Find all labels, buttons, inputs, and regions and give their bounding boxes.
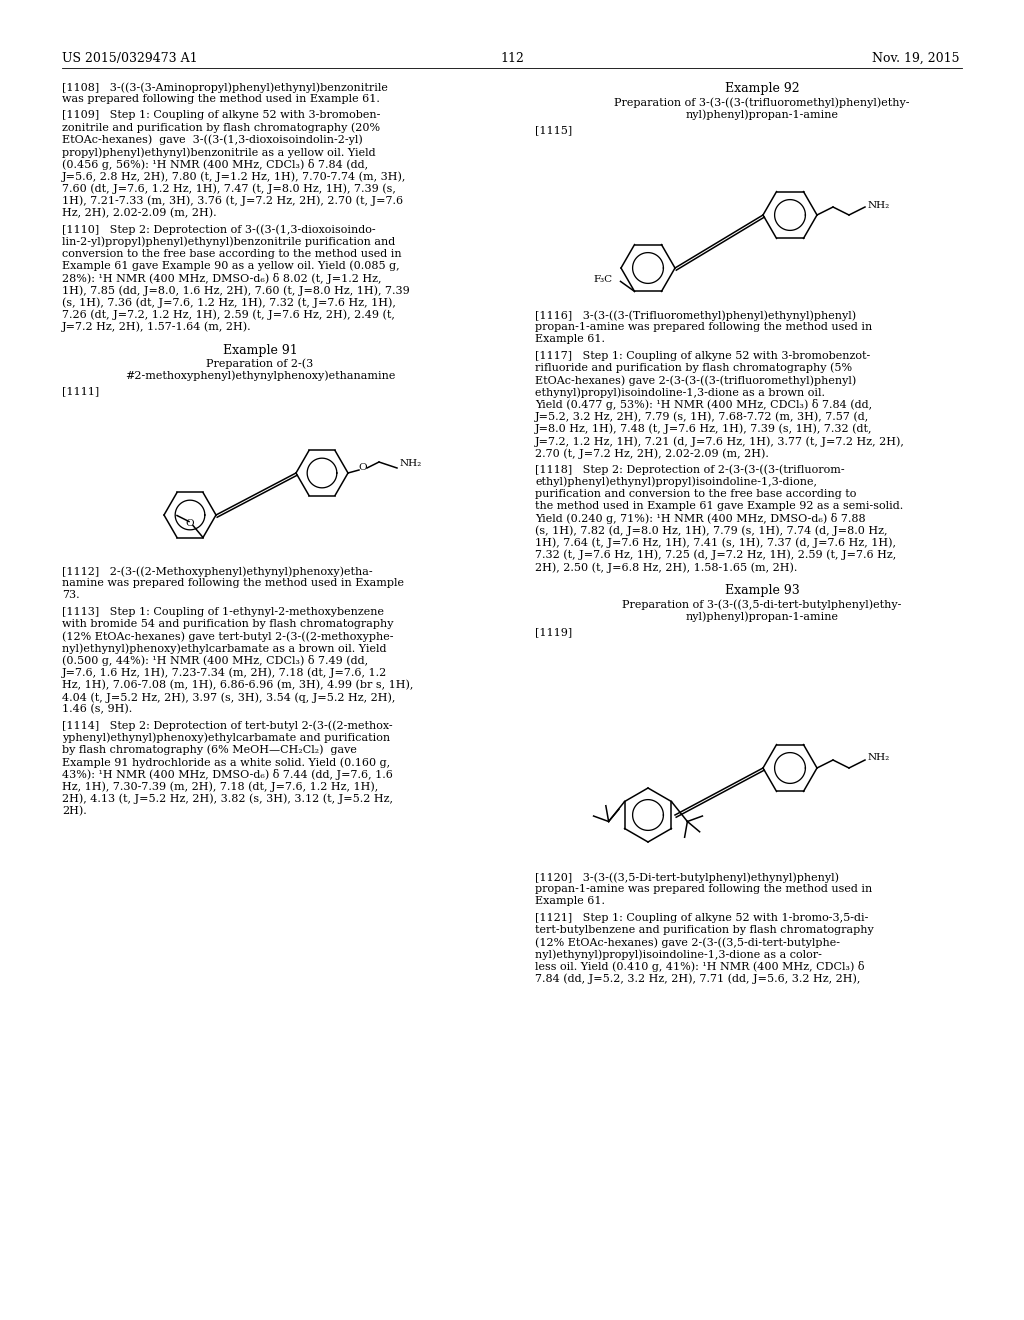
- Text: US 2015/0329473 A1: US 2015/0329473 A1: [62, 51, 198, 65]
- Text: [1108]   3-((3-(3-Aminopropyl)phenyl)ethynyl)benzonitrile: [1108] 3-((3-(3-Aminopropyl)phenyl)ethyn…: [62, 82, 388, 92]
- Text: (0.500 g, 44%): ¹H NMR (400 MHz, CDCl₃) δ 7.49 (dd,: (0.500 g, 44%): ¹H NMR (400 MHz, CDCl₃) …: [62, 656, 368, 667]
- Text: the method used in Example 61 gave Example 92 as a semi-solid.: the method used in Example 61 gave Examp…: [535, 502, 903, 511]
- Text: [1109]   Step 1: Coupling of alkyne 52 with 3-bromoben-: [1109] Step 1: Coupling of alkyne 52 wit…: [62, 111, 380, 120]
- Text: J=7.2, 1.2 Hz, 1H), 7.21 (d, J=7.6 Hz, 1H), 3.77 (t, J=7.2 Hz, 2H),: J=7.2, 1.2 Hz, 1H), 7.21 (d, J=7.6 Hz, 1…: [535, 436, 905, 446]
- Text: #2-methoxyphenyl)ethynylphenoxy)ethanamine: #2-methoxyphenyl)ethynylphenoxy)ethanami…: [125, 370, 395, 380]
- Text: Hz, 2H), 2.02-2.09 (m, 2H).: Hz, 2H), 2.02-2.09 (m, 2H).: [62, 209, 217, 218]
- Text: Hz, 1H), 7.30-7.39 (m, 2H), 7.18 (dt, J=7.6, 1.2 Hz, 1H),: Hz, 1H), 7.30-7.39 (m, 2H), 7.18 (dt, J=…: [62, 781, 378, 792]
- Text: ethyl)phenyl)ethynyl)propyl)isoindoline-1,3-dione,: ethyl)phenyl)ethynyl)propyl)isoindoline-…: [535, 477, 817, 487]
- Text: Preparation of 3-(3-((3,5-di-tert-butylphenyl)ethy-: Preparation of 3-(3-((3,5-di-tert-butylp…: [623, 599, 902, 610]
- Text: (s, 1H), 7.36 (dt, J=7.6, 1.2 Hz, 1H), 7.32 (t, J=7.6 Hz, 1H),: (s, 1H), 7.36 (dt, J=7.6, 1.2 Hz, 1H), 7…: [62, 297, 396, 308]
- Text: 2H), 2.50 (t, J=6.8 Hz, 2H), 1.58-1.65 (m, 2H).: 2H), 2.50 (t, J=6.8 Hz, 2H), 1.58-1.65 (…: [535, 562, 798, 573]
- Text: EtOAc-hexanes) gave 2-(3-(3-((3-(trifluoromethyl)phenyl): EtOAc-hexanes) gave 2-(3-(3-((3-(trifluo…: [535, 375, 856, 385]
- Text: nyl)phenyl)propan-1-amine: nyl)phenyl)propan-1-amine: [685, 110, 839, 120]
- Text: 2H).: 2H).: [62, 805, 87, 816]
- Text: 28%): ¹H NMR (400 MHz, DMSO-d₆) δ 8.02 (t, J=1.2 Hz,: 28%): ¹H NMR (400 MHz, DMSO-d₆) δ 8.02 (…: [62, 273, 382, 284]
- Text: Example 91: Example 91: [222, 345, 297, 356]
- Text: EtOAc-hexanes)  gave  3-((3-(1,3-dioxoisoindolin-2-yl): EtOAc-hexanes) gave 3-((3-(1,3-dioxoisoi…: [62, 135, 362, 145]
- Text: [1121]   Step 1: Coupling of alkyne 52 with 1-bromo-3,5-di-: [1121] Step 1: Coupling of alkyne 52 wit…: [535, 912, 868, 923]
- Text: 7.32 (t, J=7.6 Hz, 1H), 7.25 (d, J=7.2 Hz, 1H), 2.59 (t, J=7.6 Hz,: 7.32 (t, J=7.6 Hz, 1H), 7.25 (d, J=7.2 H…: [535, 550, 896, 561]
- Text: 7.26 (dt, J=7.2, 1.2 Hz, 1H), 2.59 (t, J=7.6 Hz, 2H), 2.49 (t,: 7.26 (dt, J=7.2, 1.2 Hz, 1H), 2.59 (t, J…: [62, 310, 395, 321]
- Text: [1112]   2-(3-((2-Methoxyphenyl)ethynyl)phenoxy)etha-: [1112] 2-(3-((2-Methoxyphenyl)ethynyl)ph…: [62, 566, 373, 577]
- Text: J=8.0 Hz, 1H), 7.48 (t, J=7.6 Hz, 1H), 7.39 (s, 1H), 7.32 (dt,: J=8.0 Hz, 1H), 7.48 (t, J=7.6 Hz, 1H), 7…: [535, 424, 872, 434]
- Text: J=5.2, 3.2 Hz, 2H), 7.79 (s, 1H), 7.68-7.72 (m, 3H), 7.57 (d,: J=5.2, 3.2 Hz, 2H), 7.79 (s, 1H), 7.68-7…: [535, 412, 869, 422]
- Text: [1116]   3-(3-((3-(Trifluoromethyl)phenyl)ethynyl)phenyl): [1116] 3-(3-((3-(Trifluoromethyl)phenyl)…: [535, 310, 856, 321]
- Text: 7.60 (dt, J=7.6, 1.2 Hz, 1H), 7.47 (t, J=8.0 Hz, 1H), 7.39 (s,: 7.60 (dt, J=7.6, 1.2 Hz, 1H), 7.47 (t, J…: [62, 183, 396, 194]
- Text: rifluoride and purification by flash chromatography (5%: rifluoride and purification by flash chr…: [535, 363, 852, 374]
- Text: Example 61.: Example 61.: [535, 334, 605, 345]
- Text: Hz, 1H), 7.06-7.08 (m, 1H), 6.86-6.96 (m, 3H), 4.99 (br s, 1H),: Hz, 1H), 7.06-7.08 (m, 1H), 6.86-6.96 (m…: [62, 680, 414, 690]
- Text: [1120]   3-(3-((3,5-Di-tert-butylphenyl)ethynyl)phenyl): [1120] 3-(3-((3,5-Di-tert-butylphenyl)et…: [535, 873, 839, 883]
- Text: (s, 1H), 7.82 (d, J=8.0 Hz, 1H), 7.79 (s, 1H), 7.74 (d, J=8.0 Hz,: (s, 1H), 7.82 (d, J=8.0 Hz, 1H), 7.79 (s…: [535, 525, 888, 536]
- Text: (0.456 g, 56%): ¹H NMR (400 MHz, CDCl₃) δ 7.84 (dd,: (0.456 g, 56%): ¹H NMR (400 MHz, CDCl₃) …: [62, 160, 368, 170]
- Text: Preparation of 2-(3: Preparation of 2-(3: [207, 358, 313, 368]
- Text: purification and conversion to the free base according to: purification and conversion to the free …: [535, 488, 856, 499]
- Text: [1110]   Step 2: Deprotection of 3-((3-(1,3-dioxoisoindo-: [1110] Step 2: Deprotection of 3-((3-(1,…: [62, 224, 376, 235]
- Text: [1115]: [1115]: [535, 125, 572, 136]
- Text: Yield (0.240 g, 71%): ¹H NMR (400 MHz, DMSO-d₆) δ 7.88: Yield (0.240 g, 71%): ¹H NMR (400 MHz, D…: [535, 513, 865, 524]
- Text: Nov. 19, 2015: Nov. 19, 2015: [872, 51, 961, 65]
- Text: propyl)phenyl)ethynyl)benzonitrile as a yellow oil. Yield: propyl)phenyl)ethynyl)benzonitrile as a …: [62, 147, 376, 157]
- Text: [1117]   Step 1: Coupling of alkyne 52 with 3-bromobenzot-: [1117] Step 1: Coupling of alkyne 52 wit…: [535, 351, 870, 360]
- Text: F₃C: F₃C: [593, 275, 612, 284]
- Text: 1H), 7.85 (dd, J=8.0, 1.6 Hz, 2H), 7.60 (t, J=8.0 Hz, 1H), 7.39: 1H), 7.85 (dd, J=8.0, 1.6 Hz, 2H), 7.60 …: [62, 285, 410, 296]
- Text: (12% EtOAc-hexanes) gave 2-(3-((3,5-di-tert-butylphe-: (12% EtOAc-hexanes) gave 2-(3-((3,5-di-t…: [535, 937, 840, 948]
- Text: O: O: [185, 519, 195, 528]
- Text: [1111]: [1111]: [62, 387, 99, 396]
- Text: NH₂: NH₂: [868, 201, 890, 210]
- Text: nyl)ethynyl)phenoxy)ethylcarbamate as a brown oil. Yield: nyl)ethynyl)phenoxy)ethylcarbamate as a …: [62, 643, 386, 653]
- Text: 73.: 73.: [62, 590, 80, 601]
- Text: conversion to the free base according to the method used in: conversion to the free base according to…: [62, 248, 401, 259]
- Text: NH₂: NH₂: [868, 754, 890, 763]
- Text: 1H), 7.64 (t, J=7.6 Hz, 1H), 7.41 (s, 1H), 7.37 (d, J=7.6 Hz, 1H),: 1H), 7.64 (t, J=7.6 Hz, 1H), 7.41 (s, 1H…: [535, 537, 896, 548]
- Text: [1118]   Step 2: Deprotection of 2-(3-(3-((3-(trifluorom-: [1118] Step 2: Deprotection of 2-(3-(3-(…: [535, 465, 845, 475]
- Text: Example 92: Example 92: [725, 82, 800, 95]
- Text: Example 61.: Example 61.: [535, 896, 605, 907]
- Text: propan-1-amine was prepared following the method used in: propan-1-amine was prepared following th…: [535, 322, 872, 333]
- Text: 7.84 (dd, J=5.2, 3.2 Hz, 2H), 7.71 (dd, J=5.6, 3.2 Hz, 2H),: 7.84 (dd, J=5.2, 3.2 Hz, 2H), 7.71 (dd, …: [535, 974, 860, 985]
- Text: 2.70 (t, J=7.2 Hz, 2H), 2.02-2.09 (m, 2H).: 2.70 (t, J=7.2 Hz, 2H), 2.02-2.09 (m, 2H…: [535, 449, 769, 459]
- Text: J=7.6, 1.6 Hz, 1H), 7.23-7.34 (m, 2H), 7.18 (dt, J=7.6, 1.2: J=7.6, 1.6 Hz, 1H), 7.23-7.34 (m, 2H), 7…: [62, 668, 387, 678]
- Text: [1119]: [1119]: [535, 627, 572, 638]
- Text: 2H), 4.13 (t, J=5.2 Hz, 2H), 3.82 (s, 3H), 3.12 (t, J=5.2 Hz,: 2H), 4.13 (t, J=5.2 Hz, 2H), 3.82 (s, 3H…: [62, 793, 393, 804]
- Text: was prepared following the method used in Example 61.: was prepared following the method used i…: [62, 94, 380, 104]
- Text: 4.04 (t, J=5.2 Hz, 2H), 3.97 (s, 3H), 3.54 (q, J=5.2 Hz, 2H),: 4.04 (t, J=5.2 Hz, 2H), 3.97 (s, 3H), 3.…: [62, 692, 395, 702]
- Text: J=5.6, 2.8 Hz, 2H), 7.80 (t, J=1.2 Hz, 1H), 7.70-7.74 (m, 3H),: J=5.6, 2.8 Hz, 2H), 7.80 (t, J=1.2 Hz, 1…: [62, 172, 407, 182]
- Text: yphenyl)ethynyl)phenoxy)ethylcarbamate and purification: yphenyl)ethynyl)phenoxy)ethylcarbamate a…: [62, 733, 390, 743]
- Text: propan-1-amine was prepared following the method used in: propan-1-amine was prepared following th…: [535, 884, 872, 894]
- Text: Example 61 gave Example 90 as a yellow oil. Yield (0.085 g,: Example 61 gave Example 90 as a yellow o…: [62, 261, 399, 272]
- Text: Yield (0.477 g, 53%): ¹H NMR (400 MHz, CDCl₃) δ 7.84 (dd,: Yield (0.477 g, 53%): ¹H NMR (400 MHz, C…: [535, 400, 872, 411]
- Text: Example 91 hydrochloride as a white solid. Yield (0.160 g,: Example 91 hydrochloride as a white soli…: [62, 756, 390, 767]
- Text: namine was prepared following the method used in Example: namine was prepared following the method…: [62, 578, 404, 589]
- Text: nyl)ethynyl)propyl)isoindoline-1,3-dione as a color-: nyl)ethynyl)propyl)isoindoline-1,3-dione…: [535, 949, 822, 960]
- Text: Example 93: Example 93: [725, 585, 800, 597]
- Text: 1H), 7.21-7.33 (m, 3H), 3.76 (t, J=7.2 Hz, 2H), 2.70 (t, J=7.6: 1H), 7.21-7.33 (m, 3H), 3.76 (t, J=7.2 H…: [62, 195, 403, 206]
- Text: 1.46 (s, 9H).: 1.46 (s, 9H).: [62, 704, 132, 714]
- Text: zonitrile and purification by flash chromatography (20%: zonitrile and purification by flash chro…: [62, 123, 380, 133]
- Text: [1114]   Step 2: Deprotection of tert-butyl 2-(3-((2-methox-: [1114] Step 2: Deprotection of tert-buty…: [62, 721, 392, 731]
- Text: (12% EtOAc-hexanes) gave tert-butyl 2-(3-((2-methoxyphe-: (12% EtOAc-hexanes) gave tert-butyl 2-(3…: [62, 631, 393, 642]
- Text: tert-butylbenzene and purification by flash chromatography: tert-butylbenzene and purification by fl…: [535, 925, 873, 935]
- Text: less oil. Yield (0.410 g, 41%): ¹H NMR (400 MHz, CDCl₃) δ: less oil. Yield (0.410 g, 41%): ¹H NMR (…: [535, 961, 864, 973]
- Text: Preparation of 3-(3-((3-(trifluoromethyl)phenyl)ethy-: Preparation of 3-(3-((3-(trifluoromethyl…: [614, 96, 909, 107]
- Text: J=7.2 Hz, 2H), 1.57-1.64 (m, 2H).: J=7.2 Hz, 2H), 1.57-1.64 (m, 2H).: [62, 322, 252, 333]
- Text: O: O: [358, 463, 368, 473]
- Text: nyl)phenyl)propan-1-amine: nyl)phenyl)propan-1-amine: [685, 611, 839, 622]
- Text: NH₂: NH₂: [400, 459, 422, 469]
- Text: lin-2-yl)propyl)phenyl)ethynyl)benzonitrile purification and: lin-2-yl)propyl)phenyl)ethynyl)benzonitr…: [62, 236, 395, 247]
- Text: by flash chromatography (6% MeOH—CH₂Cl₂)  gave: by flash chromatography (6% MeOH—CH₂Cl₂)…: [62, 744, 357, 755]
- Text: with bromide 54 and purification by flash chromatography: with bromide 54 and purification by flas…: [62, 619, 393, 628]
- Text: [1113]   Step 1: Coupling of 1-ethynyl-2-methoxybenzene: [1113] Step 1: Coupling of 1-ethynyl-2-m…: [62, 607, 384, 616]
- Text: 43%): ¹H NMR (400 MHz, DMSO-d₆) δ 7.44 (dd, J=7.6, 1.6: 43%): ¹H NMR (400 MHz, DMSO-d₆) δ 7.44 (…: [62, 770, 393, 780]
- Text: 112: 112: [500, 51, 524, 65]
- Text: ethynyl)propyl)isoindoline-1,3-dione as a brown oil.: ethynyl)propyl)isoindoline-1,3-dione as …: [535, 387, 825, 397]
